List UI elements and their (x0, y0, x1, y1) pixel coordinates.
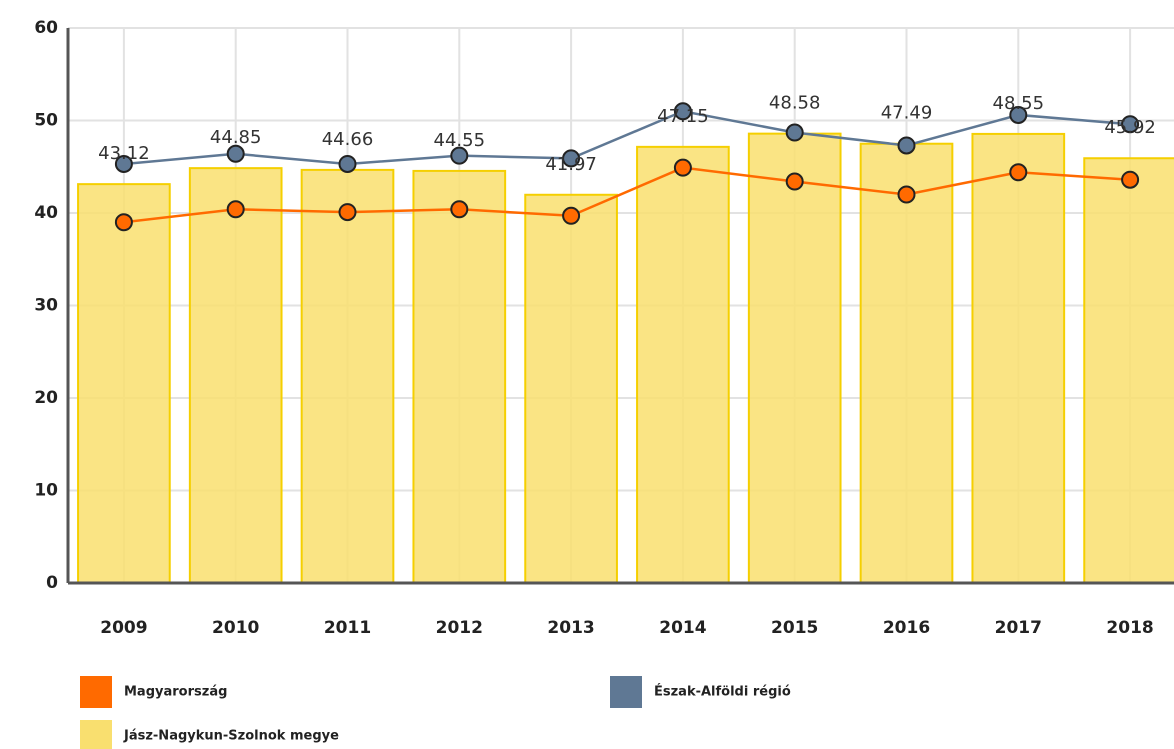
y-tick-label: 10 (34, 481, 58, 501)
data-label: 41.97 (545, 154, 597, 175)
bar (1083, 157, 1174, 585)
line (123, 166, 1131, 224)
line (123, 109, 1131, 166)
bar (300, 168, 395, 585)
data-label: 47.15 (657, 106, 709, 127)
line-point (114, 213, 133, 232)
data-label: 44.66 (322, 129, 374, 150)
line-point (897, 185, 916, 204)
bar (747, 132, 842, 584)
data-label: 47.49 (881, 103, 933, 124)
legend-swatch (80, 720, 112, 749)
line-point (450, 146, 469, 165)
line-point (673, 158, 692, 177)
line-point (1009, 163, 1028, 182)
x-tick-label: 2016 (883, 618, 930, 638)
bar (971, 132, 1066, 584)
data-label: 48.58 (769, 93, 821, 114)
x-tick-label: 2010 (212, 618, 259, 638)
bar (412, 169, 507, 584)
legend-label: Észak-Alföldi régió (654, 684, 791, 700)
x-tick-label: 2012 (436, 618, 483, 638)
line-point (1121, 115, 1140, 134)
legend-label: Magyarország (124, 685, 227, 700)
x-tick-label: 2011 (324, 618, 371, 638)
line-point (114, 154, 133, 173)
bar (859, 142, 954, 584)
line-point (785, 123, 804, 142)
data-label: 43.12 (98, 143, 150, 164)
line-point (897, 136, 916, 155)
line-point (226, 200, 245, 219)
x-tick-label: 2018 (1106, 618, 1153, 638)
line-point (450, 200, 469, 219)
x-tick-label: 2015 (771, 618, 818, 638)
y-tick-label: 30 (34, 296, 58, 316)
line-point (338, 203, 357, 222)
line-point (1009, 105, 1028, 124)
line-point (562, 149, 581, 168)
x-tick-label: 2013 (547, 618, 594, 638)
y-tick-label: 40 (34, 203, 58, 223)
line-point (562, 206, 581, 225)
data-label: 45.92 (1104, 117, 1156, 138)
line-point (226, 144, 245, 163)
data-label: 48.55 (993, 93, 1045, 114)
line-point (338, 154, 357, 173)
x-tick-label: 2017 (995, 618, 1042, 638)
legend-swatch (80, 676, 112, 708)
bar (524, 193, 618, 584)
bar (188, 167, 283, 584)
y-tick-label: 20 (34, 388, 58, 408)
x-tick-label: 2014 (659, 618, 706, 638)
line-point (785, 172, 804, 191)
legend-swatch (610, 676, 642, 708)
y-tick-label: 0 (46, 573, 58, 593)
y-tick-label: 60 (34, 18, 58, 38)
data-label: 44.85 (210, 127, 262, 148)
line-point (1121, 170, 1140, 189)
bar (77, 183, 171, 584)
bar (636, 145, 730, 585)
legend-label: Jász-Nagykun-Szolnok megye (123, 729, 339, 744)
data-label: 44.55 (434, 130, 486, 151)
y-tick-label: 50 (34, 111, 58, 131)
x-tick-label: 2009 (100, 618, 147, 638)
line-point (673, 102, 692, 121)
